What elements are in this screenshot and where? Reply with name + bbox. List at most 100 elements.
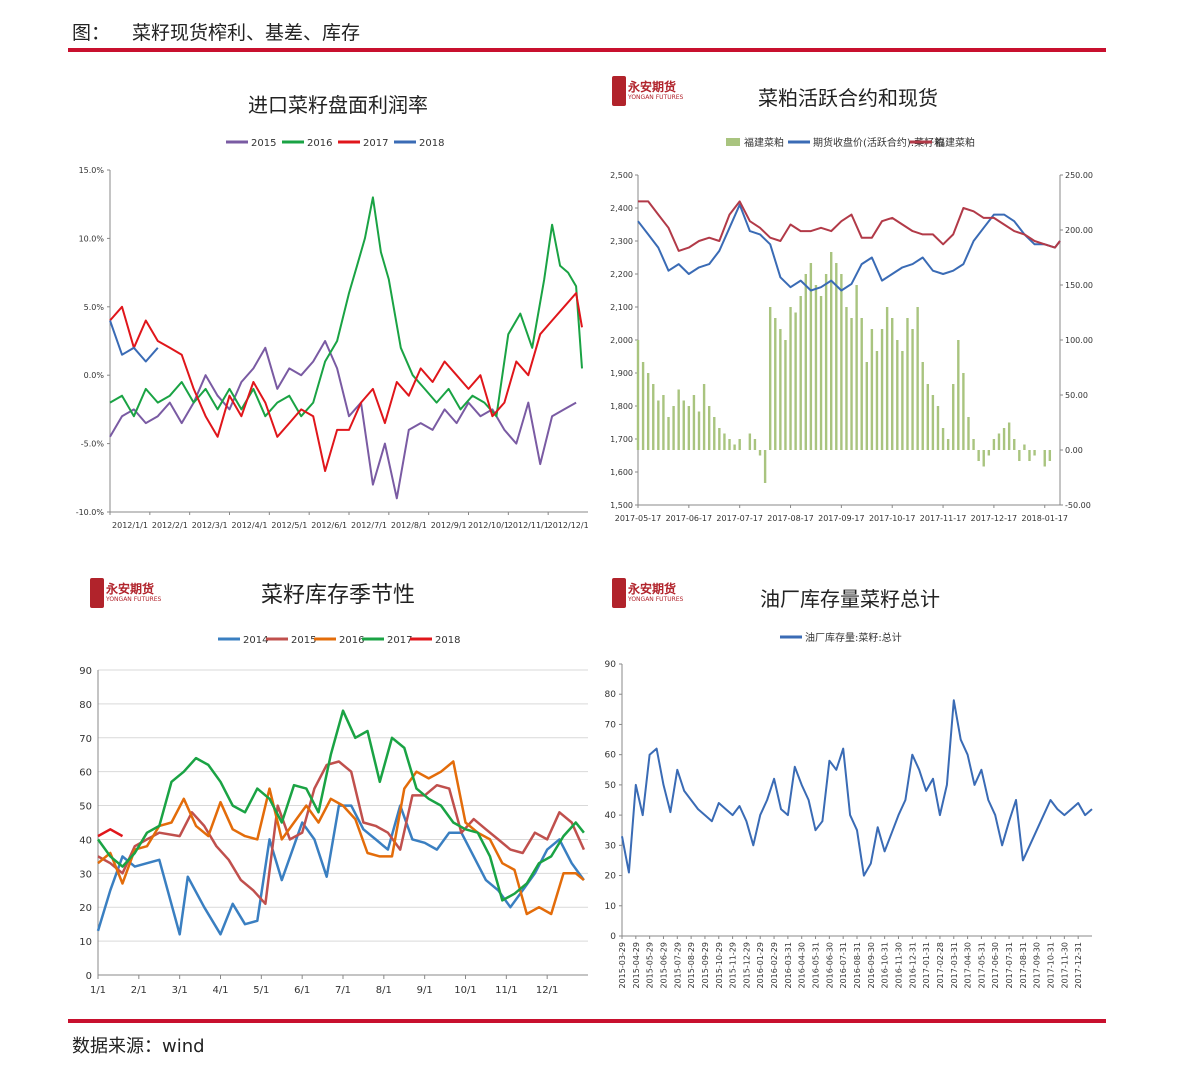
- series-line-2018: [109, 320, 159, 363]
- series-line-2015: [109, 340, 577, 500]
- x-tick-label: 2017-10-17: [869, 514, 916, 523]
- bar: [987, 450, 991, 456]
- logo-subtext: YONGAN FUTURES: [106, 596, 162, 603]
- x-tick-label: 2017-09-30: [1033, 942, 1042, 989]
- y-tick-label: 80: [79, 700, 92, 711]
- bar: [916, 307, 919, 450]
- bar: [1007, 422, 1011, 450]
- x-tick-label: 2017-06-17: [666, 514, 713, 523]
- x-tick-label: 2012/2/1: [152, 521, 188, 530]
- bar: [1023, 444, 1026, 450]
- series-line-2014: [96, 804, 585, 936]
- x-tick-label: 2017-05-17: [615, 514, 662, 523]
- x-tick-label: 2017-02-28: [936, 942, 945, 989]
- bar: [830, 252, 833, 450]
- series-line-2015: [97, 760, 586, 906]
- y-tick-label: 1,600: [610, 468, 633, 477]
- bar: [662, 395, 665, 450]
- x-tick-label: 2016-11-30: [895, 942, 904, 989]
- bar: [1028, 450, 1031, 461]
- bar: [702, 384, 706, 450]
- y-tick-label: 1,800: [610, 402, 633, 411]
- data-source: 数据来源：wind: [72, 1036, 205, 1057]
- bar: [758, 450, 762, 456]
- y-tick-label: 2,400: [610, 204, 633, 213]
- x-tick-label: 7/1: [335, 985, 351, 996]
- bar: [672, 406, 675, 450]
- bar: [1002, 428, 1006, 450]
- x-tick-label: 2016-07-31: [839, 942, 848, 989]
- y-tick-label: 10: [605, 902, 617, 912]
- legend-label: 2016: [307, 138, 332, 149]
- x-tick-label: 2015-07-29: [673, 942, 682, 989]
- x-tick-label: 2017-12-31: [1074, 942, 1083, 989]
- y-tick-label: 80: [605, 690, 617, 700]
- legend-label: 2018: [435, 635, 460, 646]
- legend-label: 期货收盘价(活跃合约):菜籽粕: [813, 136, 944, 149]
- x-tick-label: 3/1: [172, 985, 188, 996]
- bar: [824, 274, 828, 450]
- figure-prefix: 图：: [72, 22, 111, 44]
- y-tick-label: 0: [610, 932, 616, 942]
- y-tick-label: 30: [605, 841, 617, 851]
- bar: [921, 362, 924, 450]
- x-tick-label: 2012/1/1: [112, 521, 148, 530]
- bar: [835, 263, 838, 450]
- bar: [865, 362, 868, 450]
- y-tick-label: 10: [79, 937, 92, 948]
- x-tick-label: 2016-10-31: [881, 942, 890, 989]
- bar: [875, 351, 879, 450]
- y-tick-label: 70: [605, 720, 617, 730]
- bar: [992, 439, 996, 450]
- x-tick-label: 2012/9/1: [431, 521, 467, 530]
- bar: [911, 329, 914, 450]
- bar: [636, 340, 640, 450]
- x-tick-label: 10/1: [454, 985, 476, 996]
- y-tick-label: 2,200: [610, 270, 633, 279]
- y-tick-label: 50: [79, 802, 92, 813]
- y-tick-label: 0: [86, 971, 92, 982]
- y-tick-label: 15.0%: [79, 166, 105, 175]
- legend-label: 油厂库存量:菜籽:总计: [805, 631, 902, 644]
- x-tick-label: 2017-03-31: [950, 942, 959, 989]
- legend-label: 2017: [387, 635, 412, 646]
- bar: [738, 439, 741, 450]
- x-tick-label: 6/1: [294, 985, 310, 996]
- bar: [845, 307, 848, 450]
- bar: [926, 384, 930, 450]
- bar: [687, 406, 691, 450]
- x-tick-label: 12/1: [536, 985, 558, 996]
- bar: [677, 389, 680, 450]
- x-tick-label: 2017-11-30: [1060, 942, 1069, 989]
- bar: [906, 318, 909, 450]
- bar: [748, 433, 752, 450]
- bar: [967, 417, 970, 450]
- legend-label: 2015: [251, 138, 276, 149]
- y-tick-label: 1,500: [610, 501, 633, 510]
- legend: 2015 2016 2017 2018: [226, 138, 444, 149]
- bar: [713, 417, 716, 450]
- x-tick-label: 2012/7/1: [351, 521, 387, 530]
- logo-yongan: 永安期货 YONGAN FUTURES: [612, 76, 683, 106]
- x-tick-label: 2015-11-29: [729, 942, 738, 989]
- bar: [1013, 439, 1016, 450]
- bar: [723, 433, 726, 450]
- x-tick-label: 2017-07-17: [716, 514, 763, 523]
- x-tick-label: 2012/3/1: [192, 521, 228, 530]
- series-line: [621, 699, 1093, 877]
- bar: [789, 307, 792, 450]
- x-tick-label: 2017-08-31: [1019, 942, 1028, 989]
- logo-subtext: YONGAN FUTURES: [628, 596, 684, 603]
- chart-title: 菜籽库存季节性: [261, 583, 415, 608]
- x-tick-label: 2012/12/1: [548, 521, 589, 530]
- legend-swatch: [726, 138, 740, 146]
- bar: [779, 329, 782, 450]
- y-tick-label: 40: [79, 835, 92, 846]
- y-tick-label: 10.0%: [79, 234, 105, 243]
- y-tick-label-right: 250.00: [1065, 171, 1093, 180]
- chart-rapeseed-inventory-seasonal: 菜籽库存季节性 2014 2015 2016 2017 2018 0 10 20 30 40 50 60…: [79, 583, 588, 996]
- series-line-2016: [109, 196, 583, 418]
- legend: 油厂库存量:菜籽:总计: [780, 631, 902, 644]
- x-tick-label: 2016-12-31: [908, 942, 917, 989]
- x-tick-label: 2012/11/1: [508, 521, 549, 530]
